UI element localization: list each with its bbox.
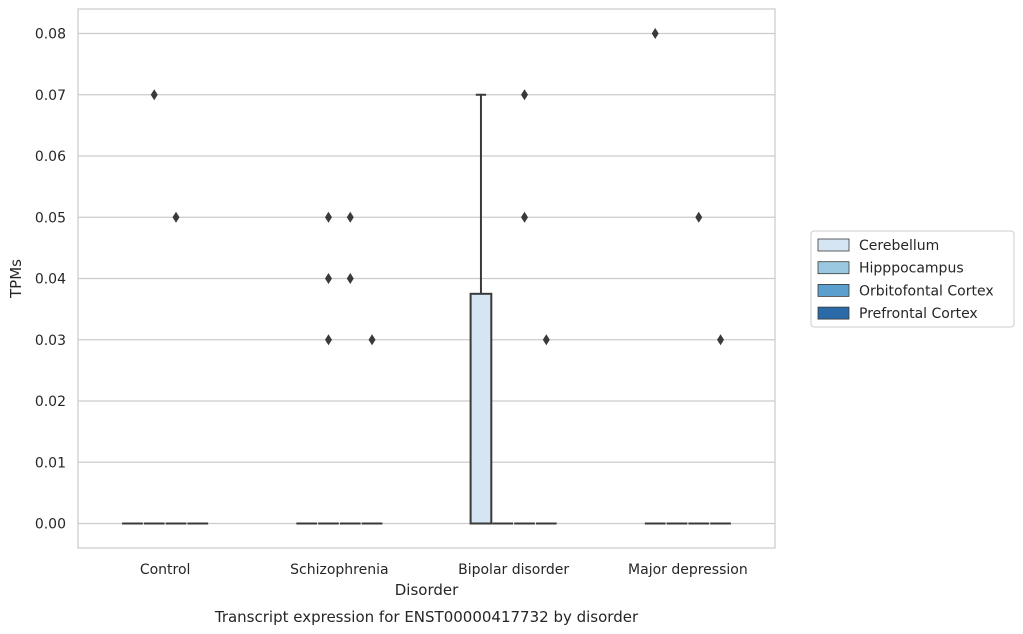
box-3-0 xyxy=(644,28,666,525)
chart-caption: Transcript expression for ENST0000041773… xyxy=(214,608,639,626)
x-tick-label: Bipolar disorder xyxy=(458,562,569,578)
box-1-3 xyxy=(361,334,383,525)
y-tick-label: 0.06 xyxy=(35,149,66,165)
outlier-point xyxy=(324,334,332,346)
outlier-point xyxy=(695,211,703,223)
outlier-point xyxy=(324,211,332,223)
y-tick-label: 0.07 xyxy=(35,88,66,104)
box-1-2 xyxy=(339,211,361,525)
y-tick-label: 0.01 xyxy=(35,455,66,471)
legend-label: Hipppocampus xyxy=(859,261,964,277)
legend-swatch xyxy=(817,238,850,252)
outlier-point xyxy=(346,211,354,223)
box-0-2 xyxy=(165,211,187,525)
legend-swatch xyxy=(817,306,850,320)
box-2-2 xyxy=(514,89,535,525)
outlier-point xyxy=(521,89,529,101)
box-groups xyxy=(122,28,731,525)
outlier-point xyxy=(651,28,659,39)
legend-label: Prefrontal Cortex xyxy=(859,306,978,322)
legend-frame xyxy=(810,230,1015,328)
x-tick-labels: Control Schizophrenia Bipolar disorder Majo… xyxy=(140,562,748,578)
box-0-1 xyxy=(143,89,165,525)
y-tick-label: 0.08 xyxy=(35,27,66,43)
box-1-1 xyxy=(318,211,339,525)
box-3-3 xyxy=(710,334,731,525)
x-axis-title: Disorder xyxy=(395,581,459,599)
outlier-point xyxy=(150,89,158,101)
outlier-point xyxy=(324,273,332,284)
box-2-3 xyxy=(535,334,557,525)
box-2-0 xyxy=(469,93,493,525)
outlier-point xyxy=(542,334,550,346)
legend-label: Orbitofontal Cortex xyxy=(859,283,994,299)
y-tick-label: 0.03 xyxy=(35,333,66,349)
outlier-point xyxy=(717,334,725,346)
y-tick-labels: 0.00 0.01 0.02 0.03 0.04 0.05 0.06 0.07 0.08 xyxy=(35,27,66,533)
y-tick-label: 0.02 xyxy=(35,394,66,410)
outlier-point xyxy=(521,211,529,223)
legend-swatch xyxy=(817,283,850,297)
outlier-point xyxy=(368,334,376,346)
legend-swatch xyxy=(817,261,850,275)
plot-frame xyxy=(77,8,776,549)
outlier-point xyxy=(172,211,180,223)
x-tick-label: Schizophrenia xyxy=(290,562,388,578)
y-tick-label: 0.04 xyxy=(35,272,66,288)
box-3-2 xyxy=(688,211,710,525)
y-tick-label: 0.05 xyxy=(35,210,66,226)
box-body xyxy=(469,292,493,525)
grid-lines xyxy=(78,32,775,525)
x-tick-label: Control xyxy=(140,562,191,578)
y-tick-label: 0.00 xyxy=(35,517,66,533)
y-axis-title: TPMs xyxy=(7,259,25,299)
outlier-point xyxy=(346,273,354,284)
x-tick-label: Major depression xyxy=(628,562,748,578)
legend: Cerebellum Hipppocampus Orbitofontal Corte… xyxy=(810,230,1015,328)
legend-label: Cerebellum xyxy=(859,238,939,254)
